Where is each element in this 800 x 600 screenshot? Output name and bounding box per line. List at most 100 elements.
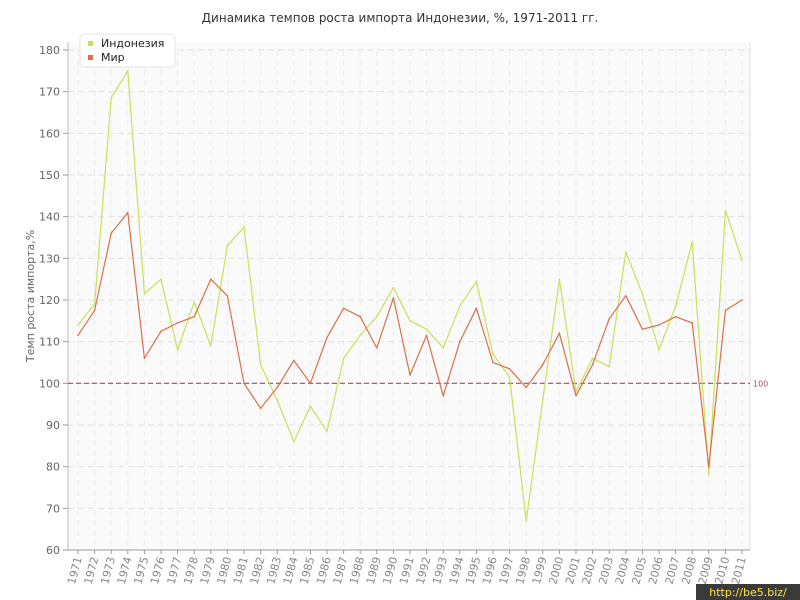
data-point bbox=[276, 399, 279, 401]
series-0 bbox=[77, 70, 743, 522]
data-point bbox=[492, 361, 494, 364]
data-point bbox=[293, 440, 295, 443]
data-point bbox=[741, 259, 743, 262]
legend-label: Индонезия bbox=[101, 37, 164, 50]
watermark-text: http://be5.biz/ bbox=[709, 586, 787, 599]
data-point bbox=[276, 386, 279, 389]
data-point bbox=[210, 278, 212, 280]
y-tick-label: 80 bbox=[46, 461, 60, 474]
y-tick-label: 130 bbox=[39, 252, 60, 265]
data-point bbox=[708, 474, 710, 476]
data-point bbox=[143, 292, 146, 295]
data-point bbox=[525, 520, 527, 522]
data-point bbox=[326, 430, 328, 433]
data-point bbox=[641, 328, 644, 330]
data-point bbox=[558, 332, 561, 335]
y-tick-label: 170 bbox=[39, 86, 60, 99]
reference-line: 100 bbox=[68, 379, 768, 388]
data-point bbox=[459, 305, 461, 308]
data-point bbox=[724, 209, 727, 212]
legend-box bbox=[79, 33, 176, 68]
data-point bbox=[259, 407, 262, 410]
data-point bbox=[459, 340, 461, 343]
data-point bbox=[442, 395, 445, 397]
data-point bbox=[658, 324, 660, 326]
data-point bbox=[176, 349, 179, 351]
data-point bbox=[575, 395, 577, 397]
data-point bbox=[193, 301, 195, 303]
data-point bbox=[691, 240, 693, 243]
y-tick-label: 150 bbox=[39, 169, 60, 182]
data-point bbox=[508, 376, 511, 378]
data-point bbox=[409, 374, 411, 376]
data-point bbox=[376, 347, 378, 349]
data-point bbox=[176, 322, 179, 324]
data-point bbox=[309, 382, 312, 385]
data-point bbox=[641, 292, 644, 295]
series-1 bbox=[77, 211, 743, 468]
data-point bbox=[591, 357, 594, 360]
data-point bbox=[708, 465, 710, 468]
plot-area bbox=[68, 42, 750, 550]
data-point bbox=[127, 211, 129, 214]
data-point bbox=[160, 330, 162, 333]
data-point bbox=[724, 309, 727, 312]
watermark-background bbox=[696, 584, 800, 600]
y-tick-label: 120 bbox=[39, 294, 60, 307]
y-axis: 60 70 80 90 100 110 120 130 140 150 160 170 180 bbox=[39, 42, 69, 557]
data-point bbox=[110, 97, 112, 99]
data-point bbox=[210, 345, 212, 347]
data-point bbox=[741, 299, 743, 301]
data-point bbox=[625, 251, 627, 253]
data-point bbox=[542, 399, 544, 401]
data-point bbox=[475, 280, 478, 283]
data-point bbox=[77, 324, 79, 326]
data-point bbox=[525, 386, 527, 389]
y-tick-label: 180 bbox=[39, 44, 60, 57]
legend-swatch bbox=[88, 41, 93, 46]
data-point bbox=[376, 315, 378, 318]
data-point bbox=[359, 334, 362, 337]
data-point bbox=[259, 363, 262, 366]
data-point bbox=[591, 363, 594, 366]
data-point bbox=[558, 278, 561, 280]
data-point bbox=[392, 297, 395, 299]
data-point bbox=[193, 315, 195, 318]
series-layer bbox=[77, 70, 743, 522]
data-point bbox=[293, 359, 295, 362]
y-tick-label: 90 bbox=[46, 419, 60, 432]
data-point bbox=[93, 309, 96, 312]
data-point bbox=[226, 245, 229, 247]
y-tick-label: 160 bbox=[39, 127, 60, 140]
data-point bbox=[492, 353, 494, 355]
data-point bbox=[326, 336, 328, 339]
data-point bbox=[243, 382, 245, 385]
data-point bbox=[243, 226, 245, 228]
data-point bbox=[508, 367, 511, 370]
data-point bbox=[674, 315, 677, 318]
data-point bbox=[425, 328, 428, 330]
y-tick-label: 110 bbox=[39, 336, 60, 349]
data-point bbox=[409, 320, 411, 322]
data-point bbox=[425, 334, 428, 337]
legend-label: Мир bbox=[101, 51, 125, 64]
data-point bbox=[93, 303, 96, 305]
data-point bbox=[309, 405, 312, 408]
data-point bbox=[442, 347, 445, 349]
reference-line-label: 100 bbox=[753, 379, 768, 388]
data-point bbox=[608, 365, 610, 368]
data-point bbox=[77, 334, 79, 337]
y-tick-label: 140 bbox=[39, 211, 60, 224]
data-point bbox=[226, 295, 229, 297]
data-point bbox=[691, 322, 693, 324]
data-point bbox=[160, 278, 162, 280]
data-point bbox=[392, 286, 395, 289]
data-point bbox=[342, 357, 345, 360]
data-point bbox=[127, 70, 129, 72]
data-point bbox=[658, 349, 660, 351]
data-point bbox=[542, 363, 544, 366]
y-tick-label: 100 bbox=[39, 377, 60, 390]
data-point bbox=[475, 307, 478, 310]
